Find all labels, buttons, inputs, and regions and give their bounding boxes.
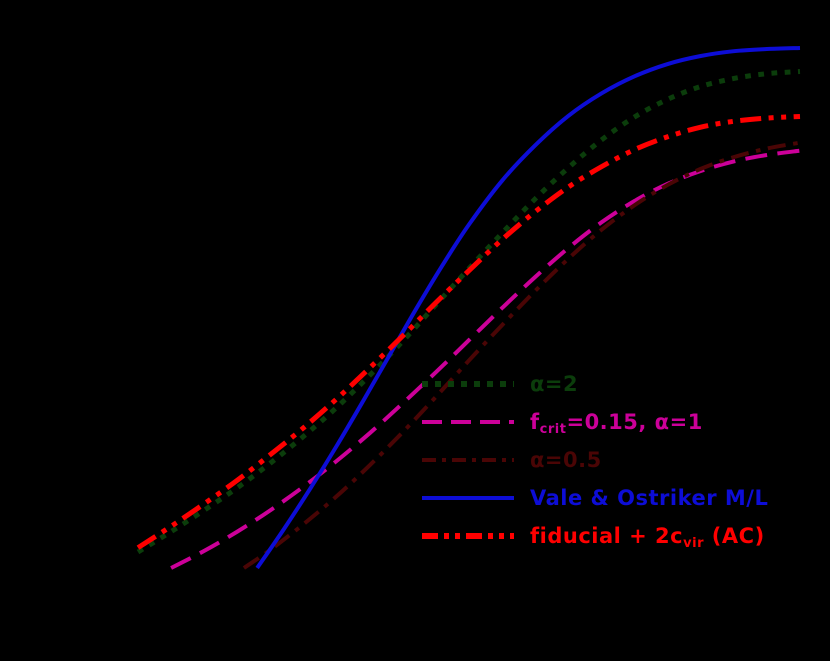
legend-entry-vale-ostriker[interactable]: Vale & Ostriker M/L xyxy=(420,479,820,517)
legend-entry-alpha05[interactable]: α=0.5 xyxy=(420,441,820,479)
legend-entry-fcrit[interactable]: fcrit=0.15, α=1 xyxy=(420,403,820,441)
legend-label-alpha2: α=2 xyxy=(530,371,579,396)
legend-swatch-dashed-magenta xyxy=(422,420,514,424)
legend-swatch-dotted-green xyxy=(422,381,514,387)
legend-label-fiducial-subscript: vir xyxy=(683,535,704,551)
legend-swatch-dashdotdot-red xyxy=(422,533,514,539)
legend-label-fcrit-subscript: crit xyxy=(539,421,567,437)
legend-label-fcrit-suffix: =0.15, α=1 xyxy=(566,409,703,434)
legend-label-alpha05: α=0.5 xyxy=(530,447,602,472)
series-line-2 xyxy=(242,140,801,570)
legend-label-fcrit-prefix: f xyxy=(530,409,540,434)
legend-label-vale-ostriker: Vale & Ostriker M/L xyxy=(530,485,769,510)
series-line-4 xyxy=(136,113,801,550)
legend-label-fcrit: fcrit=0.15, α=1 xyxy=(530,409,703,436)
series-layer xyxy=(136,45,801,570)
legend-entry-alpha2[interactable]: α=2 xyxy=(420,365,820,403)
legend-label-fiducial-prefix: fiducial + 2c xyxy=(530,523,684,548)
legend-label-fiducial-2cvir: fiducial + 2cvir (AC) xyxy=(530,523,765,550)
chart-legend: α=2 fcrit=0.15, α=1 α=0.5 Vale & Ostrike… xyxy=(420,365,820,555)
series-line-3 xyxy=(255,45,801,570)
legend-label-fiducial-suffix: (AC) xyxy=(704,523,765,548)
legend-swatch-solid-blue xyxy=(422,496,514,500)
legend-swatch-dashdot-darkred xyxy=(422,458,514,462)
legend-entry-fiducial-2cvir[interactable]: fiducial + 2cvir (AC) xyxy=(420,517,820,555)
